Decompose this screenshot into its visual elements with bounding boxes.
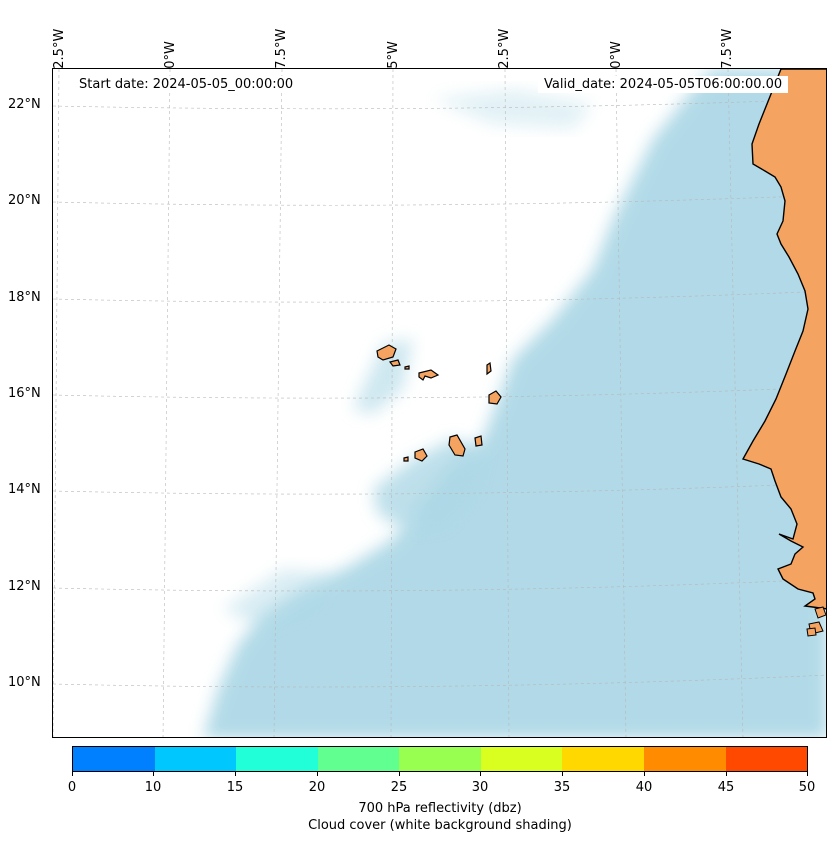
lat-label-18n: 18°N (8, 290, 41, 305)
meridian-27-5w (273, 69, 283, 737)
bijagos-island-1 (814, 606, 826, 619)
island-sal (486, 361, 492, 376)
colorbar-tickmark (235, 772, 236, 776)
colorbar-tick-0: 0 (67, 780, 77, 795)
reflectivity-colorbar (72, 746, 808, 772)
meridian-30w (162, 69, 171, 737)
meridian-25w (390, 69, 394, 737)
map-canvas (53, 69, 826, 737)
cloud-main-mass (203, 69, 826, 737)
colorbar-tick-35: 35 (553, 780, 571, 795)
parallel-10n (53, 674, 826, 688)
parallel-16n (53, 386, 826, 399)
colorbar-tickmark (726, 772, 727, 776)
parallel-20n (53, 194, 826, 206)
colorbar-segment-35-40 (562, 747, 644, 771)
colorbar-label: 700 hPa reflectivity (dbz) (358, 801, 522, 816)
colorbar-tick-10: 10 (144, 780, 162, 795)
lat-label-14n: 14°N (8, 482, 41, 497)
colorbar-tick-20: 20 (308, 780, 326, 795)
island-sao-nicolau (418, 369, 440, 381)
valid-date-label: Valid_date: 2024-05-05T06:00:00.00 (538, 76, 789, 93)
cloud-patch-west (223, 569, 333, 629)
cloud-cover-layer (203, 69, 826, 737)
island-sao-vicente (388, 359, 401, 367)
start-date-label: Start date: 2024-05-05_00:00:00 (73, 76, 300, 93)
colorbar-tickmark (562, 772, 563, 776)
cloud-patch-top (433, 89, 593, 129)
bijagos-island-3 (806, 627, 817, 637)
colorbar-segment-20-25 (317, 747, 400, 771)
colorbar-tick-45: 45 (717, 780, 735, 795)
meridian-32-5w (53, 69, 60, 737)
colorbar-segment-40-45 (643, 747, 726, 771)
colorbar-segment-25-30 (399, 747, 481, 771)
colorbar-sublabel: Cloud cover (white background shading) (308, 818, 572, 833)
lat-label-22n: 22°N (8, 97, 41, 112)
cloud-patch-north (353, 339, 413, 414)
colorbar-tickmark (399, 772, 400, 776)
island-santiago (448, 434, 466, 457)
colorbar-tickmark (72, 772, 73, 776)
parallel-12n (53, 578, 826, 592)
colorbar-segment-45-50 (725, 747, 808, 771)
island-maio (474, 435, 483, 447)
colorbar-tickmark (807, 772, 808, 776)
island-santa-luzia (404, 365, 410, 370)
parallel-18n (53, 290, 826, 303)
map-panel[interactable] (52, 68, 827, 738)
lat-label-20n: 20°N (8, 193, 41, 208)
colorbar-tickmark (317, 772, 318, 776)
meridian-17-5w (727, 69, 744, 737)
island-fogo (414, 448, 428, 462)
meridian-22-5w (504, 69, 510, 737)
colorbar-tick-30: 30 (471, 780, 489, 795)
colorbar-tick-40: 40 (635, 780, 653, 795)
colorbar-tick-25: 25 (390, 780, 408, 795)
colorbar-tickmark (644, 772, 645, 776)
island-boa-vista (488, 390, 502, 405)
lat-label-12n: 12°N (8, 579, 41, 594)
parallel-22n (53, 98, 826, 110)
colorbar-segment-30-35 (480, 747, 563, 771)
colorbar-segment-10-15 (154, 747, 237, 771)
africa-landmass (741, 69, 826, 610)
colorbar-tick-50: 50 (798, 780, 816, 795)
island-santo-antao (376, 344, 397, 361)
colorbar-tickmark (153, 772, 154, 776)
cape-verde-islands (376, 344, 502, 462)
meridian-20w (615, 69, 627, 737)
cloud-patch-islands (373, 439, 483, 529)
graticule (53, 69, 826, 737)
colorbar-tick-15: 15 (226, 780, 244, 795)
island-brava (403, 456, 409, 462)
colorbar-segment-15-20 (236, 747, 318, 771)
parallel-14n (53, 482, 826, 495)
colorbar-tickmark (480, 772, 481, 776)
lat-label-10n: 10°N (8, 675, 41, 690)
lat-label-16n: 16°N (8, 386, 41, 401)
colorbar-segment-0-10 (73, 747, 155, 771)
